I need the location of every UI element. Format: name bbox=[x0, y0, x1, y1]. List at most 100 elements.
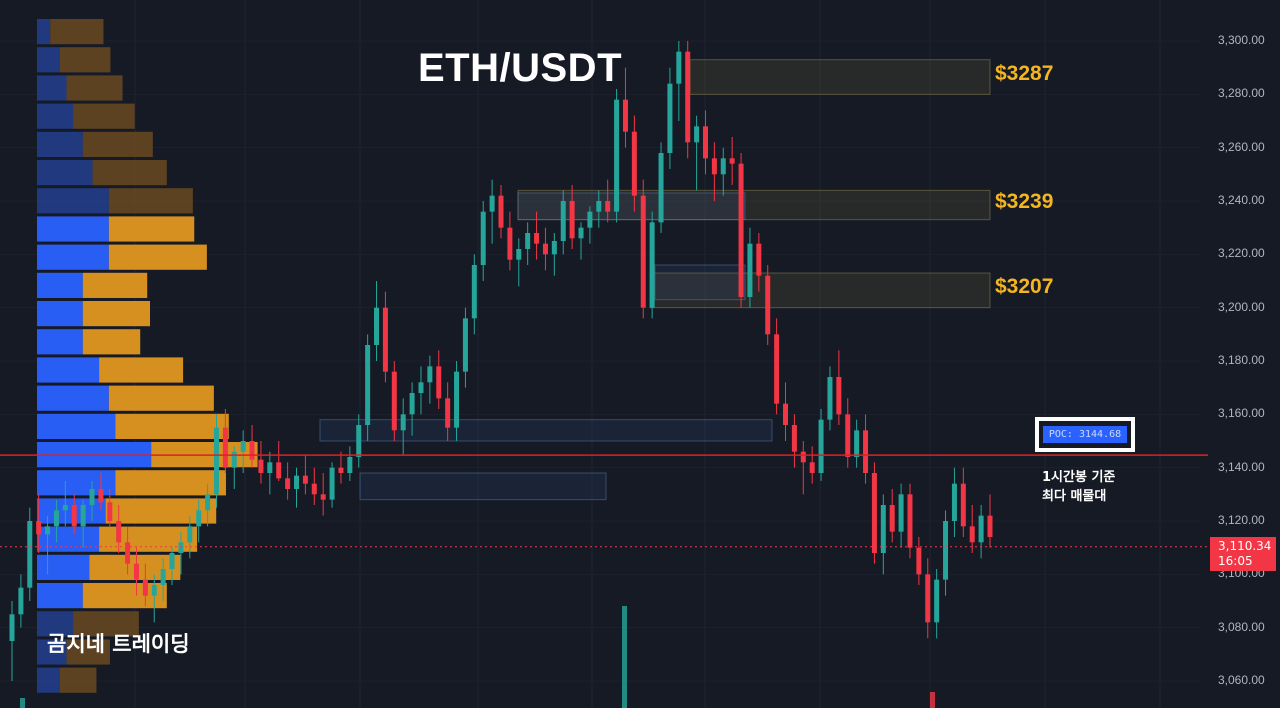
candle-down bbox=[258, 459, 264, 473]
candle-down bbox=[285, 478, 291, 489]
vp-buy-bar bbox=[37, 160, 93, 186]
candle-up bbox=[854, 430, 860, 457]
candle-down bbox=[871, 473, 877, 553]
vp-buy-bar bbox=[37, 47, 61, 73]
vp-sell-bar bbox=[92, 160, 167, 186]
poc-note-line1: 1시간봉 기준 bbox=[1042, 470, 1116, 485]
candle-up bbox=[196, 510, 202, 527]
vp-sell-bar bbox=[60, 667, 97, 693]
candle-up bbox=[160, 569, 166, 585]
candle-up bbox=[454, 371, 460, 428]
vp-sell-bar bbox=[115, 413, 229, 439]
candle-down bbox=[783, 403, 789, 425]
candle-down bbox=[791, 425, 797, 452]
vp-buy-bar bbox=[37, 583, 83, 609]
candle-up bbox=[747, 243, 753, 297]
brand-watermark: 곰지네 트레이딩 bbox=[47, 632, 190, 656]
candlestick-series bbox=[9, 41, 993, 681]
candle-down bbox=[765, 275, 771, 335]
vp-buy-bar bbox=[37, 19, 51, 45]
vp-sell-bar bbox=[82, 131, 153, 157]
y-tick-label: 3,180.00 bbox=[1218, 353, 1265, 367]
candle-up bbox=[649, 222, 655, 308]
candle-up bbox=[9, 614, 15, 641]
volume-bars bbox=[20, 606, 935, 708]
vp-sell-bar bbox=[60, 47, 111, 73]
candle-down bbox=[320, 494, 326, 500]
candle-up bbox=[934, 579, 940, 623]
candle-down bbox=[302, 475, 308, 484]
candle-up bbox=[658, 153, 664, 223]
last-price-value: 3,110.34 bbox=[1218, 539, 1272, 553]
candle-up bbox=[27, 521, 33, 588]
candle-up bbox=[356, 425, 362, 457]
candle-down bbox=[569, 201, 575, 239]
price-zones bbox=[319, 59, 991, 501]
vp-buy-bar bbox=[37, 301, 83, 327]
level-label-3239: $3239 bbox=[995, 189, 1054, 213]
candle-down bbox=[729, 158, 735, 164]
candle-up bbox=[427, 366, 433, 383]
candle-down bbox=[71, 505, 77, 527]
candle-up bbox=[462, 318, 468, 372]
candle-down bbox=[507, 227, 513, 260]
candle-up bbox=[720, 158, 726, 175]
candle-up bbox=[596, 201, 602, 212]
candle-up bbox=[818, 419, 824, 473]
candle-up bbox=[880, 505, 886, 553]
vp-sell-bar bbox=[73, 611, 139, 637]
candle-up bbox=[551, 241, 557, 255]
candle-up bbox=[471, 265, 477, 319]
candle-up bbox=[827, 377, 833, 420]
poc-note: 1시간봉 기준 최다 매물대 bbox=[1042, 468, 1115, 506]
vp-sell-bar bbox=[66, 639, 110, 665]
vp-sell-bar bbox=[108, 216, 195, 242]
candle-up bbox=[53, 510, 59, 527]
candle-down bbox=[960, 483, 966, 527]
candle-up bbox=[187, 526, 193, 543]
poc-callout: POC: 3144.68 bbox=[1035, 417, 1135, 452]
candle-down bbox=[445, 398, 451, 428]
candle-up bbox=[347, 457, 353, 473]
candle-down bbox=[436, 366, 442, 399]
y-tick-label: 3,140.00 bbox=[1218, 459, 1265, 474]
candle-down bbox=[925, 574, 931, 623]
vp-buy-bar bbox=[37, 554, 90, 580]
vp-buy-bar bbox=[37, 413, 116, 439]
vp-buy-bar bbox=[37, 75, 67, 101]
candle-down bbox=[498, 195, 504, 228]
candle-up bbox=[365, 345, 371, 425]
candle-down bbox=[756, 243, 762, 276]
candle-down bbox=[969, 526, 975, 543]
vp-sell-bar bbox=[82, 301, 151, 327]
candle-up bbox=[267, 462, 273, 473]
vp-buy-bar bbox=[37, 131, 83, 157]
candle-up bbox=[587, 211, 593, 228]
candle-up bbox=[374, 307, 380, 345]
candle-up bbox=[676, 51, 682, 84]
candle-up bbox=[418, 382, 424, 393]
vp-sell-bar bbox=[115, 470, 226, 496]
candle-down bbox=[98, 489, 104, 503]
vp-buy-bar bbox=[37, 329, 83, 355]
poc-note-line2: 최다 매물대 bbox=[1042, 489, 1107, 504]
vp-buy-bar bbox=[37, 216, 109, 242]
candle-down bbox=[534, 233, 540, 244]
candle-up bbox=[694, 126, 700, 143]
candle-down bbox=[311, 483, 317, 495]
candle-up bbox=[178, 542, 184, 553]
vp-buy-bar bbox=[37, 272, 83, 298]
candle-down bbox=[640, 195, 646, 308]
candle-down bbox=[125, 542, 131, 564]
vp-sell-bar bbox=[108, 385, 214, 411]
level-label-3287: $3287 bbox=[995, 61, 1054, 85]
candle-down bbox=[222, 427, 228, 468]
candle-down bbox=[142, 579, 148, 596]
candle-up bbox=[951, 483, 957, 521]
vp-buy-bar bbox=[37, 357, 100, 383]
vp-sell-bar bbox=[108, 244, 207, 270]
y-tick-label: 3,220.00 bbox=[1218, 246, 1265, 261]
candle-down bbox=[542, 243, 548, 255]
candle-down bbox=[889, 505, 895, 532]
